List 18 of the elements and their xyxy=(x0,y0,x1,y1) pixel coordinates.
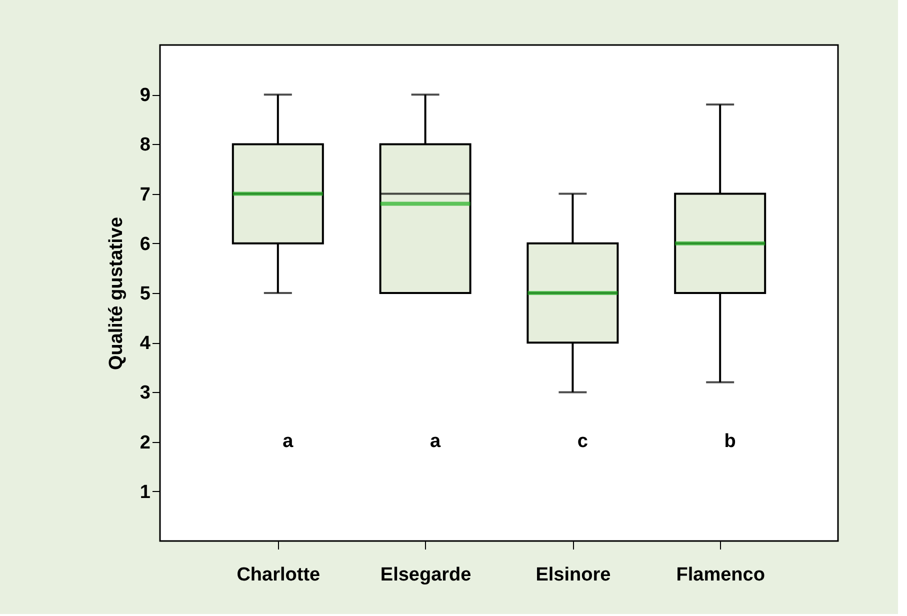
y-tick-label: 3 xyxy=(140,382,150,404)
y-tick-label: 4 xyxy=(140,333,151,354)
y-tick-label: 1 xyxy=(140,482,151,503)
annotation: a xyxy=(282,431,294,452)
x-tick-label: Charlotte xyxy=(236,564,320,586)
y-tick-label: 8 xyxy=(140,134,150,156)
x-tick-label: Flamenco xyxy=(676,564,765,586)
y-axis-title: Qualité gustative xyxy=(106,216,127,370)
y-tick-label: 9 xyxy=(140,85,150,106)
annotation: a xyxy=(430,431,442,452)
x-tick-label: Elsegarde xyxy=(380,564,472,586)
y-tick-label: 2 xyxy=(140,432,150,454)
y-tick-label: 7 xyxy=(140,184,150,206)
annotation: c xyxy=(577,431,588,452)
y-tick-label: 6 xyxy=(140,234,150,255)
annotation: b xyxy=(724,431,736,452)
x-tick-label: Elsinore xyxy=(536,564,611,586)
y-tick-label: 5 xyxy=(140,284,151,304)
